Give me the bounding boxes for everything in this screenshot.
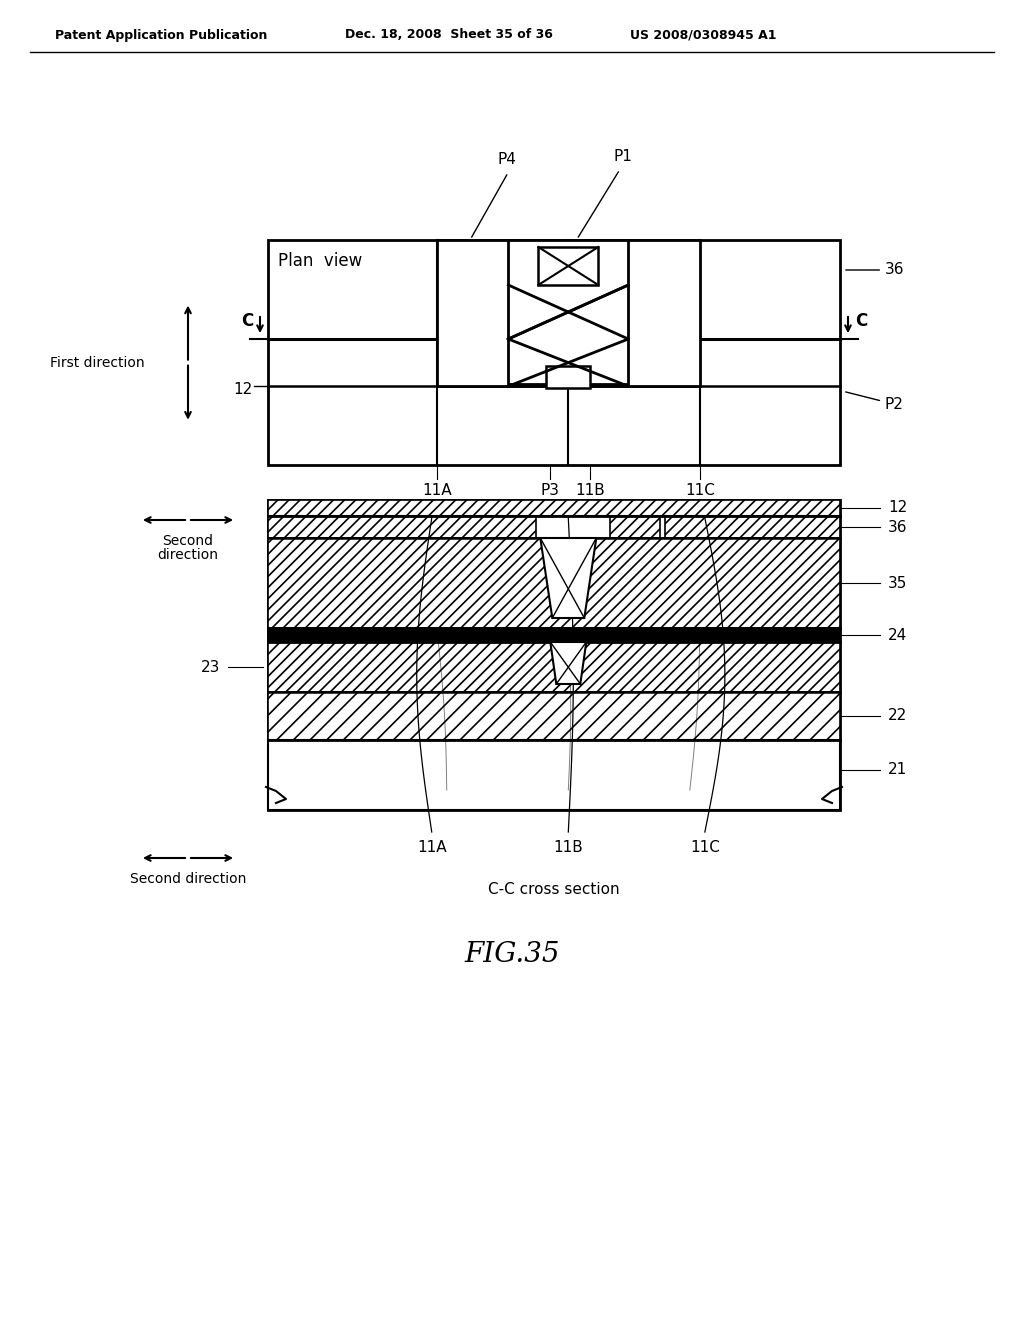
Bar — [268, 692, 840, 741]
Polygon shape — [550, 642, 587, 684]
Bar — [268, 642, 840, 692]
Text: Second: Second — [163, 535, 213, 548]
Text: 11C: 11C — [685, 483, 715, 498]
Text: FIG.35: FIG.35 — [464, 941, 560, 969]
Bar — [268, 741, 840, 810]
Text: 11A: 11A — [417, 840, 446, 855]
Text: 21: 21 — [888, 763, 907, 777]
Text: 35: 35 — [888, 576, 907, 590]
Text: 12: 12 — [888, 500, 907, 516]
Text: C: C — [241, 312, 253, 330]
Text: 36: 36 — [888, 520, 907, 535]
Bar — [666, 516, 840, 539]
Text: C: C — [855, 312, 867, 330]
Text: P1: P1 — [613, 149, 633, 164]
Bar — [268, 516, 537, 539]
Text: US 2008/0308945 A1: US 2008/0308945 A1 — [630, 29, 776, 41]
Text: Plan  view: Plan view — [278, 252, 362, 271]
Text: 24: 24 — [888, 627, 907, 643]
Bar — [508, 240, 629, 384]
Text: Second direction: Second direction — [130, 873, 246, 886]
Text: 11C: 11C — [690, 840, 720, 855]
Text: 12: 12 — [233, 381, 253, 397]
Text: P2: P2 — [846, 392, 904, 412]
Text: 11A: 11A — [422, 483, 452, 498]
Text: P3: P3 — [541, 483, 560, 498]
Polygon shape — [541, 539, 596, 618]
Text: direction: direction — [158, 548, 218, 562]
Text: Patent Application Publication: Patent Application Publication — [55, 29, 267, 41]
Text: Dec. 18, 2008  Sheet 35 of 36: Dec. 18, 2008 Sheet 35 of 36 — [345, 29, 553, 41]
Text: 22: 22 — [888, 709, 907, 723]
Bar — [268, 240, 840, 465]
Bar — [268, 500, 840, 810]
Bar — [546, 366, 590, 388]
Text: C-C cross section: C-C cross section — [488, 882, 620, 898]
Text: P4: P4 — [498, 152, 516, 168]
Text: 36: 36 — [846, 263, 904, 277]
Text: 23: 23 — [201, 660, 220, 675]
Text: First direction: First direction — [50, 355, 144, 370]
Text: 11B: 11B — [553, 840, 584, 855]
Bar — [268, 628, 840, 642]
Text: 11B: 11B — [575, 483, 605, 498]
Bar — [610, 516, 660, 539]
Bar — [539, 247, 598, 285]
Bar — [268, 539, 840, 628]
Bar — [437, 240, 699, 387]
Bar — [268, 500, 840, 516]
